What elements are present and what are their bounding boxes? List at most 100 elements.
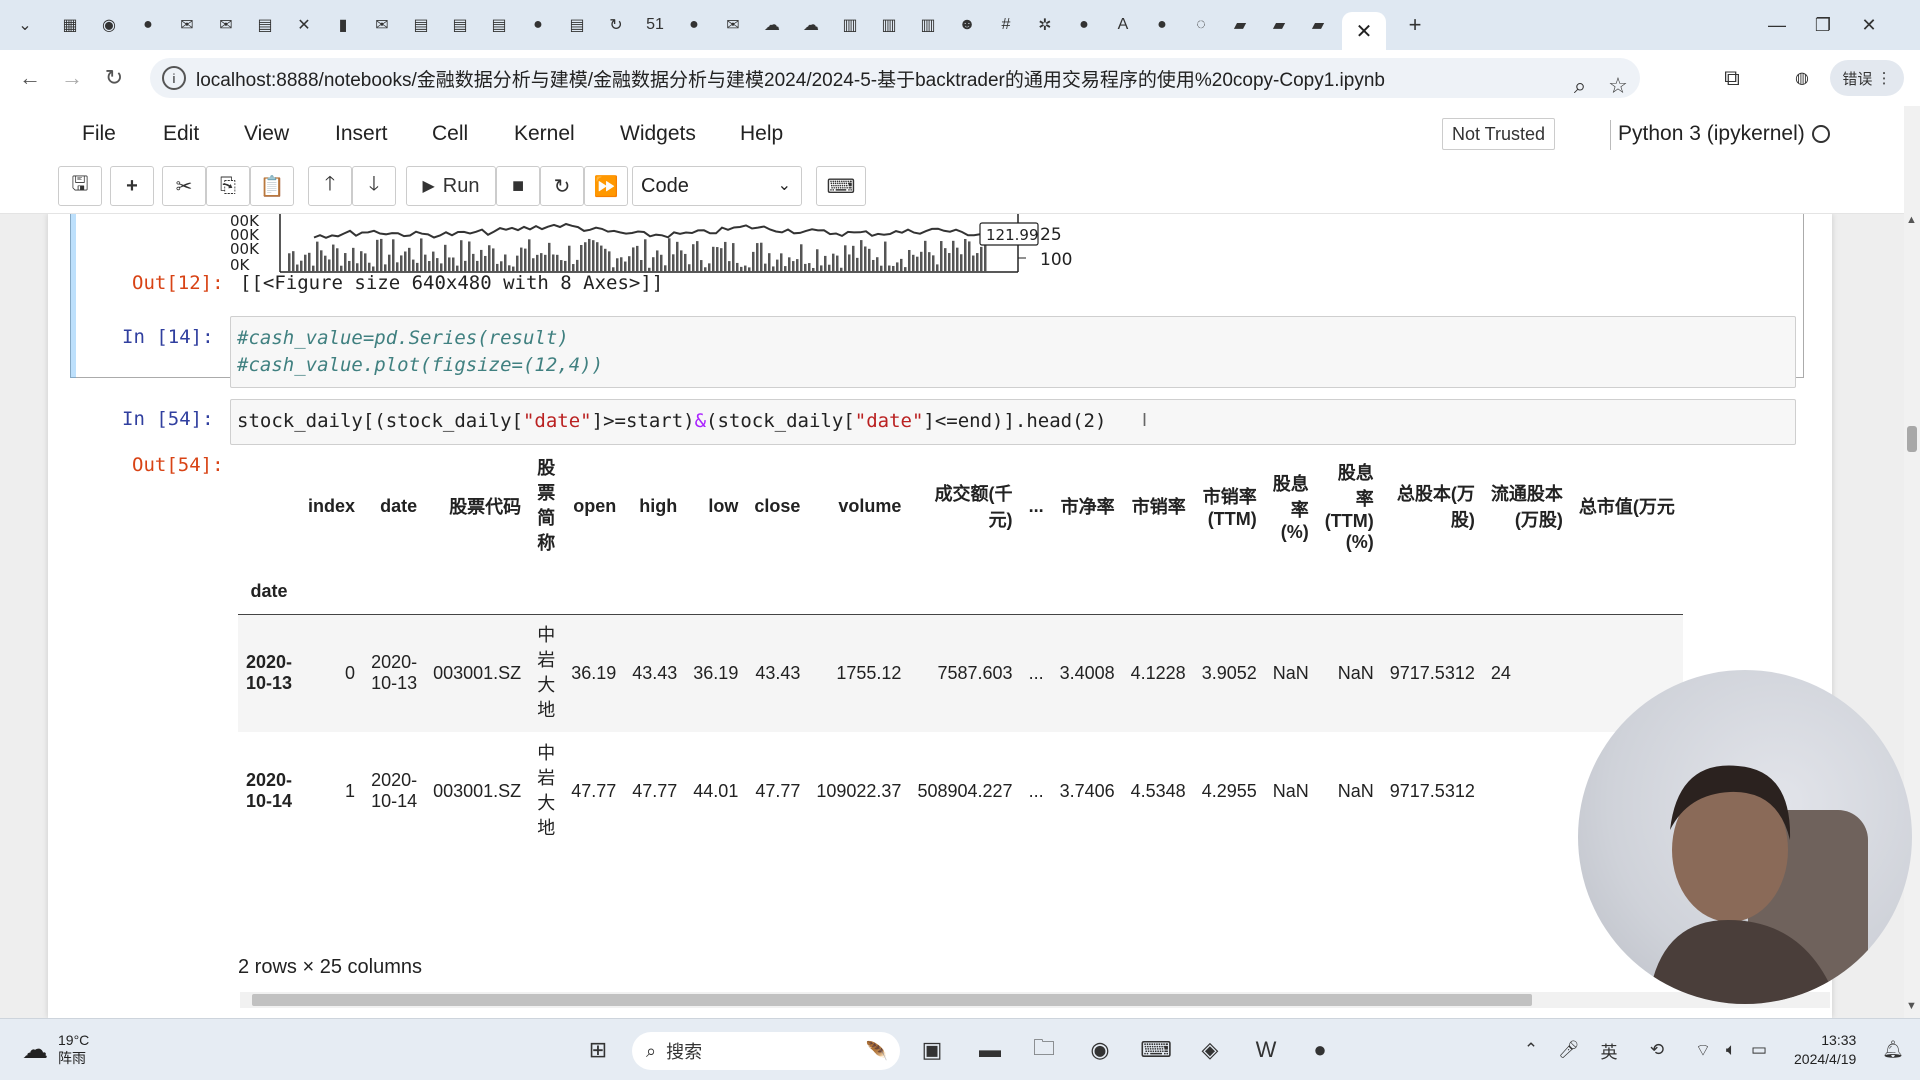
error-button[interactable]: 错误 ⋮: [1830, 60, 1904, 96]
loading-icon[interactable]: ◌: [1196, 16, 1206, 33]
github-icon[interactable]: ●: [1079, 16, 1089, 33]
notification-icon[interactable]: 🔔︎: [1882, 1040, 1904, 1059]
horizontal-scrollbar[interactable]: [240, 992, 1830, 1008]
document-icon[interactable]: ▤: [569, 17, 585, 34]
tray-app-icon[interactable]: ⟲: [1649, 1040, 1665, 1059]
jupyter-app-icon[interactable]: ◈: [1201, 1037, 1219, 1062]
box-icon[interactable]: ▰: [1272, 17, 1286, 34]
github-icon[interactable]: ●: [143, 16, 153, 33]
restart-icon[interactable]: ↻: [540, 166, 584, 206]
cloud-icon[interactable]: ☁: [803, 17, 819, 34]
menu-cell[interactable]: Cell: [432, 122, 469, 145]
mail-icon[interactable]: ✉: [726, 17, 740, 34]
task-view-icon[interactable]: ▣: [921, 1037, 943, 1062]
battery-icon[interactable]: ▭: [1750, 1040, 1768, 1059]
start-icon[interactable]: ⊞: [588, 1037, 608, 1062]
console-app-icon[interactable]: ⌨: [1140, 1037, 1172, 1062]
box-icon[interactable]: ▰: [1311, 17, 1325, 34]
mail-icon[interactable]: ✉: [219, 17, 233, 34]
github-icon[interactable]: ●: [1157, 16, 1167, 33]
tray-overflow-icon[interactable]: ⌃: [1523, 1040, 1539, 1059]
51-icon[interactable]: 51: [646, 16, 664, 33]
vertical-scrollbar[interactable]: ▲ ▼: [1904, 106, 1920, 1018]
menu-widgets[interactable]: Widgets: [620, 122, 696, 145]
move-down-icon[interactable]: 🡓: [352, 166, 396, 206]
active-tab[interactable]: ✕: [1342, 12, 1386, 50]
chrome-icon[interactable]: ◉: [102, 17, 116, 34]
terminal-app-icon[interactable]: ▬: [979, 1037, 1001, 1062]
menu-insert[interactable]: Insert: [335, 122, 388, 145]
file-explorer-icon[interactable]: 🗀: [1032, 1035, 1055, 1060]
paste-icon[interactable]: 📋: [250, 166, 294, 206]
new-tab-icon[interactable]: +: [1408, 12, 1422, 37]
volume-icon[interactable]: 🔈︎: [1725, 1040, 1737, 1059]
chrome-app-icon[interactable]: ◉: [1090, 1037, 1110, 1062]
ime-icon[interactable]: 英: [1600, 1042, 1618, 1062]
zoom-icon[interactable]: ⌕: [1573, 73, 1587, 98]
back-icon[interactable]: ←: [19, 65, 41, 90]
chevron-down-icon[interactable]: ⌄: [18, 17, 32, 34]
menu-file[interactable]: File: [82, 122, 116, 145]
taskbar-search[interactable]: ⌕ 搜索 🪶: [632, 1032, 900, 1070]
forward-icon[interactable]: →: [61, 65, 83, 90]
scroll-down-icon[interactable]: ▼: [1906, 1000, 1917, 1012]
reload-icon[interactable]: ↻: [104, 65, 124, 90]
horizontal-scroll-thumb[interactable]: [252, 994, 1532, 1006]
refresh-icon[interactable]: ↻: [609, 17, 623, 34]
book-icon[interactable]: ▮: [338, 17, 348, 34]
menu-view[interactable]: View: [244, 122, 290, 145]
github-icon[interactable]: ●: [689, 16, 699, 33]
close-tab-icon[interactable]: ✕: [1355, 20, 1373, 43]
weather-widget[interactable]: ☁ 19°C 阵雨: [22, 1031, 89, 1067]
wps-app-icon[interactable]: W: [1255, 1037, 1277, 1062]
document-icon[interactable]: ▤: [413, 17, 429, 34]
cell-type-select[interactable]: Code ⌄: [632, 166, 802, 206]
url-field[interactable]: i localhost:8888/notebooks/金融数据分析与建模/金融数…: [150, 58, 1640, 98]
not-trusted-button[interactable]: Not Trusted: [1442, 118, 1555, 150]
move-up-icon[interactable]: 🡑: [308, 166, 352, 206]
grid-icon[interactable]: ▥: [920, 17, 936, 34]
in14-code-cell[interactable]: #cash_value=pd.Series(result) #cash_valu…: [230, 316, 1796, 388]
wechat-icon[interactable]: ✲: [1038, 17, 1052, 34]
restart-run-all-icon[interactable]: ⏩: [584, 166, 628, 206]
wifi-icon[interactable]: ⌔: [1695, 1040, 1711, 1060]
command-palette-icon[interactable]: ⌨: [816, 166, 866, 206]
insert-cell-icon[interactable]: +: [110, 166, 154, 206]
box-icon[interactable]: ▰: [1233, 17, 1247, 34]
calendar-icon[interactable]: ▦: [62, 17, 78, 34]
in54-code-cell[interactable]: stock_daily[(stock_daily["date"]>=start)…: [230, 399, 1796, 445]
cloud-icon[interactable]: ☁: [764, 17, 780, 34]
vertical-scroll-thumb[interactable]: [1907, 426, 1917, 452]
camera-app-icon[interactable]: ●: [1313, 1037, 1327, 1062]
microphone-icon[interactable]: 🎤︎: [1558, 1040, 1580, 1059]
site-info-icon[interactable]: i: [162, 66, 186, 90]
kernel-name[interactable]: Python 3 (ipykernel): [1618, 122, 1805, 145]
run-button[interactable]: ▶ Run: [406, 166, 496, 206]
interrupt-icon[interactable]: ■: [496, 166, 540, 206]
menu-kernel[interactable]: Kernel: [514, 122, 575, 145]
extensions-icon[interactable]: ⧉: [1724, 65, 1740, 90]
close-window-icon[interactable]: ✕: [1861, 14, 1877, 35]
scroll-up-icon[interactable]: ▲: [1906, 214, 1917, 226]
save-icon[interactable]: 🖫: [58, 166, 102, 206]
copy-icon[interactable]: ⎘: [206, 166, 250, 206]
mail-icon[interactable]: ✉: [180, 17, 194, 34]
menu-help[interactable]: Help: [740, 122, 784, 145]
clock[interactable]: 13:33 2024/4/19: [1794, 1031, 1856, 1069]
maximize-icon[interactable]: ❐: [1814, 14, 1832, 35]
profile-avatar[interactable]: ◍: [1795, 70, 1809, 87]
translate-icon[interactable]: A: [1117, 16, 1129, 33]
document-icon[interactable]: ▤: [452, 17, 468, 34]
bookmark-star-icon[interactable]: ☆: [1608, 73, 1628, 98]
person-icon[interactable]: ☻: [958, 16, 976, 33]
cut-icon[interactable]: ✂: [162, 166, 206, 206]
menu-edit[interactable]: Edit: [163, 122, 200, 145]
github-icon[interactable]: ●: [533, 16, 543, 33]
document-icon[interactable]: ▤: [491, 17, 507, 34]
crossed-icon[interactable]: ✕: [297, 17, 311, 34]
minimize-icon[interactable]: —: [1768, 14, 1786, 35]
hash-icon[interactable]: #: [1001, 16, 1011, 33]
grid-icon[interactable]: ▥: [881, 17, 897, 34]
grid-icon[interactable]: ▥: [842, 17, 858, 34]
document-icon[interactable]: ▤: [257, 17, 273, 34]
